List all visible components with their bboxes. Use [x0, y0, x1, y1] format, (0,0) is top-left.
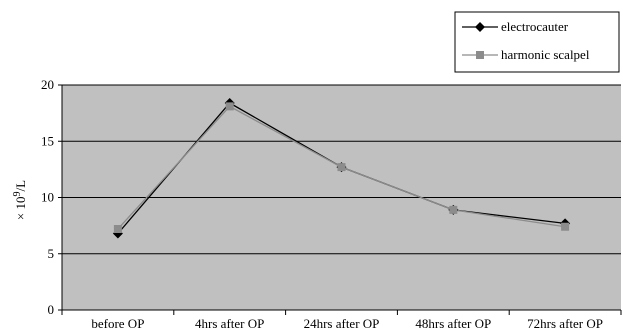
- point-1-2: [337, 163, 346, 172]
- point-1-1: [225, 102, 234, 111]
- point-1-0: [113, 225, 122, 233]
- y-tick-label-0: 0: [48, 302, 55, 317]
- y-tick-label-5: 5: [48, 246, 55, 261]
- legend: electrocauter harmonic scalpel: [454, 11, 620, 73]
- legend-box: [454, 11, 620, 73]
- legend-marker-electrocauter: [475, 22, 485, 32]
- y-tick-label-15: 15: [41, 133, 54, 148]
- y-tick-label-20: 20: [41, 77, 54, 92]
- x-tick-label-1: 4hrs after OP: [195, 316, 264, 331]
- point-1-3: [449, 205, 458, 214]
- legend-marker-harmonic-scalpel: [476, 51, 484, 59]
- legend-label-electrocauter: electrocauter: [501, 19, 569, 34]
- point-1-4: [561, 222, 570, 231]
- legend-label-harmonic-scalpel: harmonic scalpel: [501, 47, 590, 62]
- x-tick-label-4: 72hrs after OP: [527, 316, 603, 331]
- y-axis-label: × 109/L: [12, 180, 28, 220]
- x-tick-label-0: before OP: [91, 316, 144, 331]
- x-tick-label-3: 48hrs after OP: [415, 316, 491, 331]
- x-tick-label-2: 24hrs after OP: [304, 316, 380, 331]
- y-tick-label-10: 10: [41, 190, 54, 205]
